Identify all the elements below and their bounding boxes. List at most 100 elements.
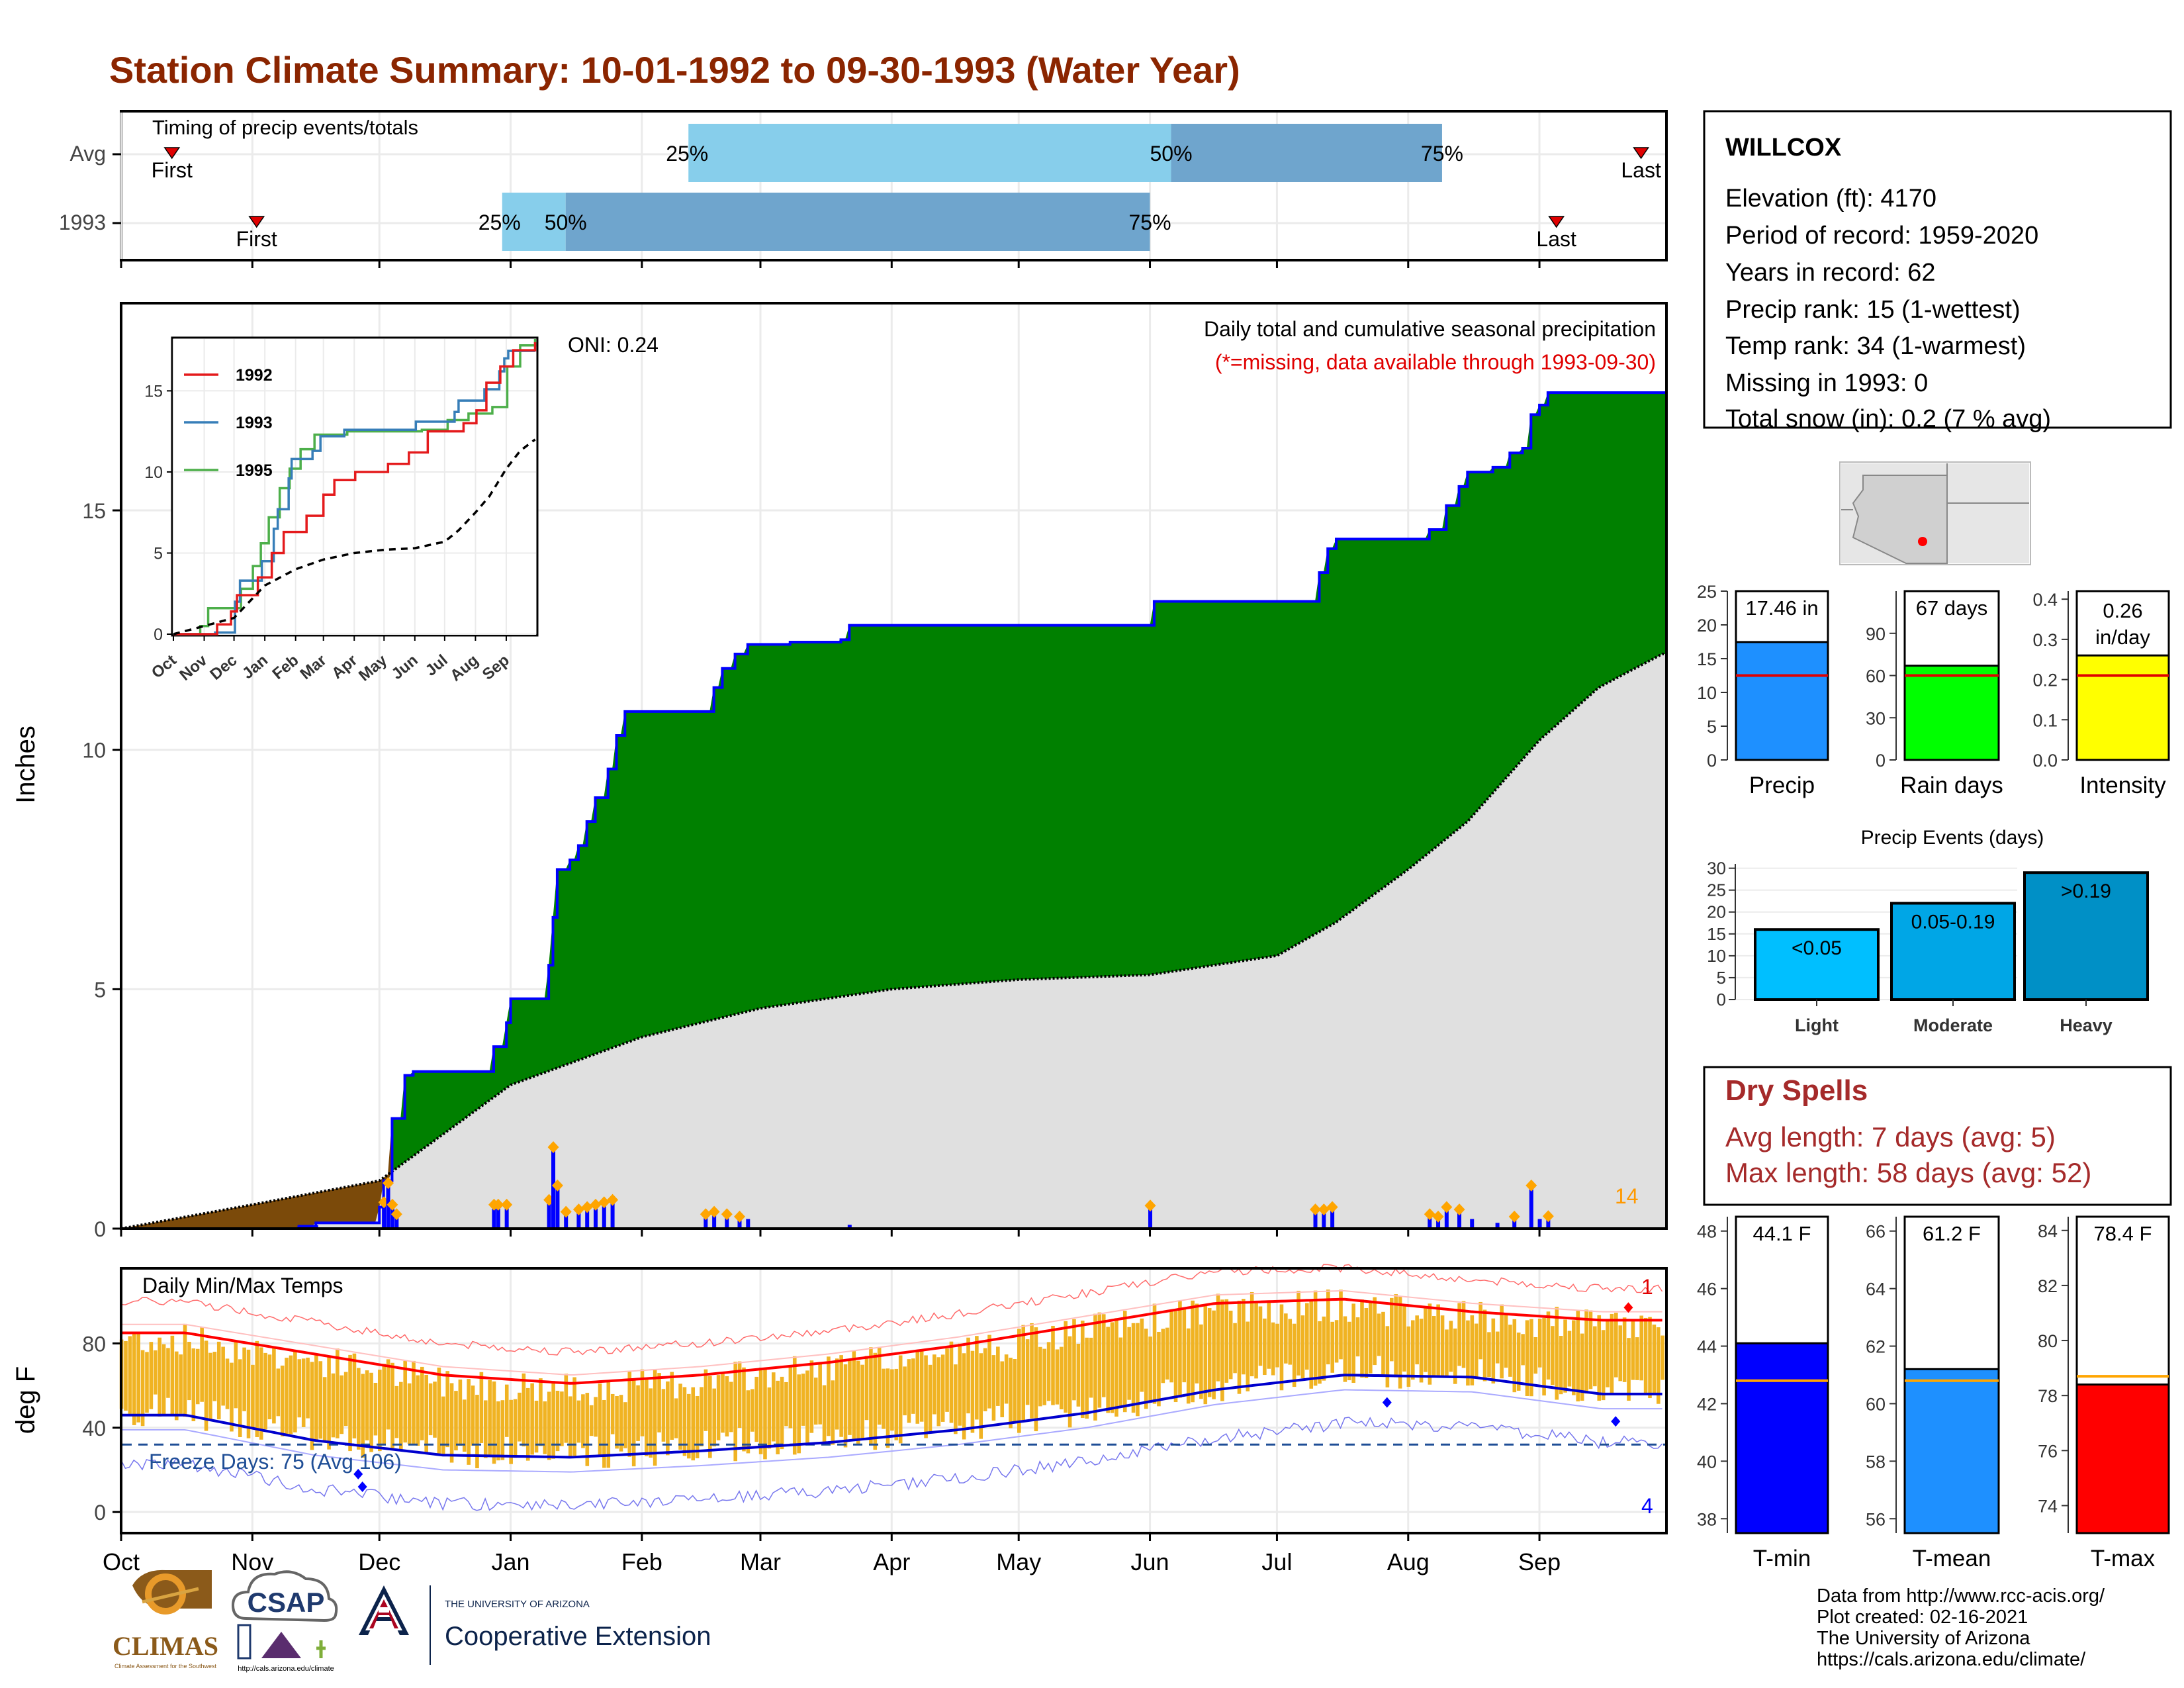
events-y-tick-label: 10 <box>1707 946 1726 966</box>
daily-temp-range-bar <box>1406 1326 1411 1387</box>
daily-temp-range-bar <box>386 1359 390 1430</box>
dry-spells-avg-length: Avg length: 7 days (avg: 5) <box>1725 1121 2056 1152</box>
daily-precip-bar <box>504 1204 509 1229</box>
daily-temp-range-bar <box>860 1364 864 1438</box>
daily-temp-range-bar <box>594 1397 598 1437</box>
daily-temp-range-bar <box>975 1336 979 1420</box>
record-low-count: 4 <box>1641 1494 1653 1518</box>
temp-y-tick-label: 0 <box>94 1501 106 1524</box>
daily-temp-range-bar <box>170 1335 175 1415</box>
daily-temp-range-bar <box>336 1348 340 1438</box>
daily-temp-range-bar <box>1326 1289 1330 1365</box>
daily-temp-range-bar <box>754 1376 758 1442</box>
record-count-label: 14 <box>1615 1184 1639 1208</box>
events-category-label: Moderate <box>1913 1015 1993 1035</box>
daily-temp-range-bar <box>666 1381 670 1456</box>
inset-y-tick-label: 5 <box>154 544 163 563</box>
avg-25pct-label: 25% <box>666 142 708 165</box>
daily-temp-range-bar <box>310 1362 314 1450</box>
daily-temp-range-bar <box>1525 1320 1529 1396</box>
daily-temp-range-bar <box>479 1372 484 1443</box>
daily-temp-range-bar <box>1220 1299 1224 1401</box>
daily-temp-range-bar <box>1339 1289 1343 1360</box>
daily-temp-range-bar <box>1254 1303 1258 1379</box>
daily-temp-range-bar <box>1097 1312 1102 1408</box>
record-precip-marker <box>1144 1199 1156 1212</box>
t-max-chart: 74 76 78 80 82 84 78.4 F T-max <box>2038 1215 2170 1571</box>
daily-temp-range-bar <box>1453 1328 1457 1384</box>
daily-temp-range-bar <box>1330 1321 1335 1373</box>
daily-temp-range-bar <box>551 1381 555 1459</box>
precip-events-title: Precip Events (days) <box>1861 827 2044 849</box>
daily-temp-range-bar <box>522 1373 526 1447</box>
daily-temp-range-bar <box>890 1369 894 1431</box>
daily-temp-range-bar <box>564 1374 569 1443</box>
daily-temp-range-bar <box>1555 1307 1559 1400</box>
month-tick-label: Jul <box>1261 1548 1292 1575</box>
precip-y-tick-label: 15 <box>82 499 106 523</box>
daily-precip-bar <box>1148 1205 1153 1229</box>
temp-y-tick-label: 80 <box>82 1332 106 1356</box>
daily-temp-range-bar <box>322 1377 327 1442</box>
precip-total-y-tick-label: 15 <box>1697 649 1717 669</box>
daily-temp-range-bar <box>1572 1320 1576 1395</box>
daily-temp-range-bar <box>560 1391 564 1446</box>
daily-temp-range-bar <box>1639 1315 1644 1381</box>
daily-temp-range-bar <box>420 1366 424 1440</box>
precip-total-category-label: Precip <box>1749 773 1815 798</box>
daily-temp-range-bar <box>1643 1317 1648 1395</box>
daily-temp-range-bar <box>1381 1311 1385 1377</box>
daily-temp-range-bar <box>1546 1311 1551 1380</box>
month-tick-label: Dec <box>358 1548 400 1575</box>
inset-line-1995 <box>173 339 537 635</box>
daily-temp-range-bar <box>1131 1323 1136 1413</box>
daily-temp-range-bar <box>615 1395 619 1449</box>
month-tick-label: Aug <box>1387 1548 1430 1575</box>
t-max-y-tick-label: 82 <box>2038 1276 2058 1296</box>
daily-temp-range-bar <box>145 1352 149 1413</box>
daily-temp-range-bar <box>1402 1306 1406 1372</box>
daily-temp-range-bar <box>158 1337 161 1417</box>
daily-temp-range-bar <box>204 1340 208 1431</box>
daily-temp-range-bar <box>534 1400 539 1453</box>
station-line-temp-rank: Temp rank: 34 (1-warmest) <box>1725 332 2026 360</box>
avg-75pct-label: 75% <box>1421 142 1463 165</box>
t-mean-category-label: T-mean <box>1913 1546 1991 1571</box>
daily-temp-range-bar <box>1537 1319 1542 1368</box>
normal-high-band <box>121 1289 1662 1376</box>
station-line-snow: Total snow (in): 0.2 (7 % avg) <box>1725 405 2051 433</box>
daily-temp-range-bar <box>831 1380 835 1445</box>
daily-temp-range-bar <box>1309 1299 1314 1389</box>
daily-temp-range-bar <box>1101 1314 1106 1397</box>
daily-temp-range-bar <box>1237 1300 1242 1394</box>
daily-temp-range-bar <box>1093 1313 1097 1421</box>
daily-temp-range-bar <box>1072 1319 1076 1401</box>
daily-temp-range-bar <box>856 1360 860 1444</box>
daily-temp-range-bar <box>1089 1337 1093 1398</box>
daily-temp-range-bar <box>343 1372 348 1427</box>
daily-temp-range-bar <box>1436 1304 1440 1378</box>
daily-temp-range-bar <box>792 1356 797 1455</box>
timing-bar-q2 <box>688 124 1171 182</box>
daily-temp-range-bar <box>649 1388 653 1458</box>
daily-temp-range-bar <box>1046 1342 1051 1401</box>
intensity-value-label: 0.26 <box>2103 599 2142 622</box>
daily-temp-range-bar <box>1258 1306 1263 1366</box>
daily-temp-range-bar <box>1178 1300 1182 1398</box>
record-precip-marker <box>581 1201 593 1213</box>
precip-total-y-tick-label: 0 <box>1707 751 1717 771</box>
t-min-y-tick-label: 38 <box>1697 1509 1717 1529</box>
t-mean-y-tick-label: 62 <box>1866 1337 1886 1357</box>
ua-big-text: Cooperative Extension <box>445 1622 711 1651</box>
daily-temp-range-bar <box>500 1400 505 1460</box>
daily-temp-range-bar <box>1110 1322 1115 1413</box>
record-precip-marker <box>1318 1203 1330 1216</box>
daily-temp-range-bar <box>691 1387 696 1461</box>
daily-temp-range-bar <box>1279 1304 1284 1391</box>
last-event-marker <box>1548 216 1565 228</box>
daily-temp-range-bar <box>1025 1339 1030 1405</box>
t-min-value-label: 44.1 F <box>1753 1222 1811 1245</box>
daily-temp-range-bar <box>543 1401 547 1454</box>
t-min-y-tick-label: 44 <box>1697 1337 1717 1357</box>
daily-temp-range-bar <box>958 1343 962 1426</box>
